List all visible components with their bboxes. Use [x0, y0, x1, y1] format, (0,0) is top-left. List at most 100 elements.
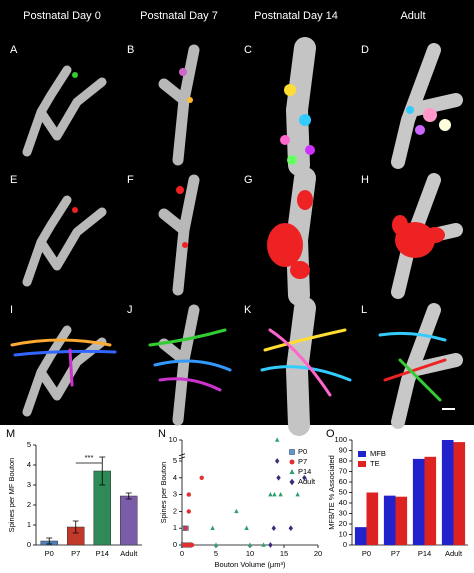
legend-swatch [358, 451, 366, 457]
point [302, 474, 307, 481]
y-tick-label: 60 [339, 477, 347, 486]
y-tick-label: 40 [339, 498, 347, 507]
y-tick-label: 10 [339, 529, 347, 538]
x-tick-label: Adult [445, 549, 463, 558]
y-tick-label: 4 [173, 473, 177, 482]
panel-label: B [127, 44, 134, 56]
x-tick-label: P0 [362, 549, 371, 558]
point [244, 525, 249, 530]
bar [354, 527, 367, 545]
x-tick-label: 20 [314, 549, 322, 558]
panel-label: C [244, 44, 252, 56]
x-tick-label: P0 [45, 549, 54, 558]
axis-break [178, 453, 186, 460]
point [247, 542, 253, 547]
legend-label: Adult [298, 477, 316, 486]
legend-label: P7 [298, 457, 307, 466]
legend-marker [289, 449, 295, 455]
y-tick-label: 0 [173, 540, 177, 549]
y-tick-label: 30 [339, 508, 347, 517]
column-header: Postnatal Day 0 [23, 10, 101, 22]
panel-label: G [244, 174, 253, 186]
bar [441, 440, 454, 545]
x-tick-label: 15 [280, 549, 288, 558]
y-tick-label: 2 [27, 500, 31, 509]
x-tick-label: 10 [246, 549, 254, 558]
legend-marker [289, 478, 295, 486]
y-tick-label: 0 [27, 540, 31, 549]
y-tick-label: 2 [173, 506, 177, 515]
point [190, 542, 195, 548]
panel-label: A [10, 44, 18, 56]
y-tick-label: 100 [334, 435, 347, 444]
x-tick-label: 5 [214, 549, 218, 558]
error-bar [125, 492, 132, 500]
legend-label: MFB [370, 449, 386, 458]
panel-label: O [326, 428, 335, 440]
legend-marker [289, 469, 295, 474]
image-background [0, 0, 474, 425]
error-bar [99, 456, 106, 486]
y-tick-label: 3 [173, 490, 177, 499]
y-tick-label: 0 [343, 540, 347, 549]
panel-label: F [127, 174, 134, 186]
bar [120, 495, 138, 546]
panel-label: I [10, 304, 13, 316]
bar [383, 495, 396, 545]
bar [366, 492, 379, 545]
panel-label: D [361, 44, 369, 56]
point [275, 437, 280, 442]
thorny-excrescences [72, 186, 445, 279]
point [295, 491, 300, 497]
point [288, 525, 293, 532]
column-header: Adult [400, 10, 425, 22]
error-bar [72, 520, 79, 534]
x-tick-label: P7 [71, 549, 80, 558]
point [276, 474, 281, 481]
legend-marker [289, 459, 295, 465]
x-tick-label: Adult [120, 549, 138, 558]
point [210, 525, 215, 530]
legend-label: P14 [298, 467, 311, 476]
y-axis-label: Spines per MF Bouton [7, 458, 16, 533]
panel-label: N [158, 428, 166, 440]
point [278, 491, 283, 497]
y-tick-label: 1 [27, 520, 31, 529]
y-tick-label: 5 [173, 456, 177, 465]
dendrite [297, 48, 305, 165]
bar [412, 458, 425, 545]
point [275, 458, 280, 464]
column-header: Postnatal Day 14 [254, 10, 338, 22]
bar [395, 496, 408, 545]
panel-label: J [127, 304, 133, 316]
point [199, 475, 204, 480]
x-tick-label: P14 [96, 549, 109, 558]
image-grid [10, 48, 456, 425]
panel-label: E [10, 174, 17, 186]
x-tick-label: P14 [418, 549, 431, 558]
y-tick-label: 80 [339, 456, 347, 465]
bar [453, 442, 466, 545]
point [234, 508, 239, 514]
x-axis-label: Bouton Volume (μm³) [214, 560, 286, 569]
point [268, 542, 273, 548]
axons [10, 328, 447, 402]
y-tick-label: 10 [169, 435, 177, 444]
y-axis-label: MFB/TE % Associated [327, 455, 336, 530]
y-tick-label: 3 [27, 480, 31, 489]
y-tick-label: 4 [27, 460, 31, 469]
y-tick-label: 20 [339, 519, 347, 528]
significance-label: *** [85, 453, 94, 462]
y-tick-label: 70 [339, 466, 347, 475]
column-header: Postnatal Day 7 [140, 10, 218, 22]
panel-label: L [361, 304, 367, 316]
y-tick-label: 50 [339, 487, 347, 496]
y-tick-label: 1 [173, 523, 177, 532]
point [271, 525, 276, 532]
bar [424, 456, 437, 545]
legend-label: TE [370, 459, 380, 468]
y-axis-label: Spines per Bouton [159, 462, 168, 524]
point [268, 491, 273, 497]
panel-label: M [6, 428, 15, 440]
